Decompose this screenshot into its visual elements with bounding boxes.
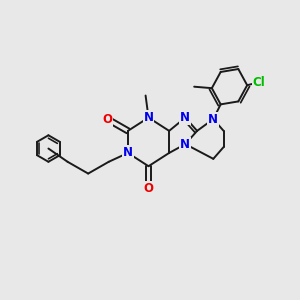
Text: Cl: Cl bbox=[253, 76, 265, 89]
Text: N: N bbox=[180, 138, 190, 151]
Text: N: N bbox=[180, 111, 190, 124]
Text: O: O bbox=[102, 112, 112, 126]
Text: N: N bbox=[143, 111, 154, 124]
Text: O: O bbox=[143, 182, 154, 195]
Text: N: N bbox=[123, 146, 133, 159]
Text: N: N bbox=[208, 112, 218, 126]
